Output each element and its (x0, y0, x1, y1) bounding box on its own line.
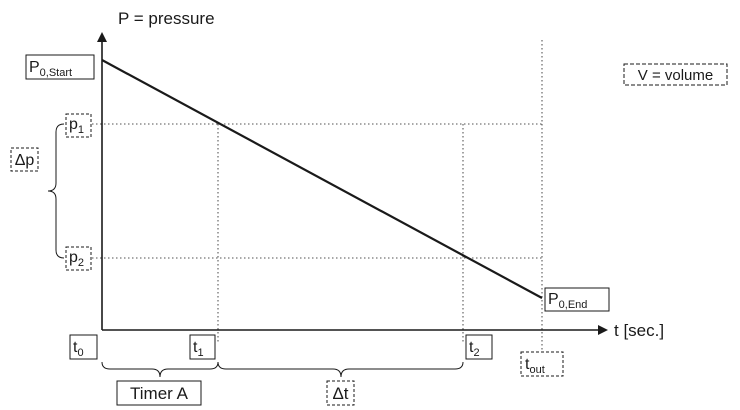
p2-box (65, 246, 92, 271)
timer-a-box (116, 380, 202, 406)
p1-subscript: 1 (78, 124, 84, 136)
delta-t-label: Δt (332, 384, 348, 403)
p-end-subscript: 0,End (559, 299, 588, 311)
guide-lines (92, 40, 543, 352)
p2-label: p2 (69, 249, 84, 269)
t0-subscript: 0 (77, 347, 83, 359)
t0-label: t0 (73, 339, 84, 359)
t1-box (189, 334, 216, 360)
t2-box (465, 334, 493, 360)
volume-note-box (623, 63, 728, 86)
delta-p-label: Δp (15, 152, 35, 169)
volume-note: V = volume (638, 67, 713, 84)
t-out-label: tout (525, 356, 545, 376)
t1-label: t1 (193, 339, 204, 359)
p-start-box (25, 54, 95, 80)
delta-t-box (326, 380, 355, 406)
timer-a-brace (101, 361, 219, 378)
y-axis-title: P = pressure (118, 9, 215, 28)
p-start-label: P0,Start (29, 59, 72, 79)
delta-p-box (10, 147, 39, 172)
t1-subscript: 1 (197, 347, 203, 359)
p1-box (65, 113, 92, 138)
p-end-box (544, 287, 610, 312)
p2-subscript: 2 (78, 257, 84, 269)
p1-label: p1 (69, 116, 84, 136)
t2-label: t2 (469, 339, 480, 359)
delta-p-brace (47, 123, 65, 259)
p-end-label: P0,End (548, 291, 587, 311)
delta-t-brace (217, 361, 464, 378)
p-start-subscript: 0,Start (40, 67, 72, 79)
timer-a-label: Timer A (130, 384, 189, 403)
t2-subscript: 2 (473, 347, 479, 359)
x-axis-title: t [sec.] (614, 321, 664, 340)
t-out-subscript: out (529, 364, 544, 376)
t0-box (69, 334, 98, 360)
pressure-line (101, 59, 543, 299)
t-out-box (520, 351, 564, 377)
